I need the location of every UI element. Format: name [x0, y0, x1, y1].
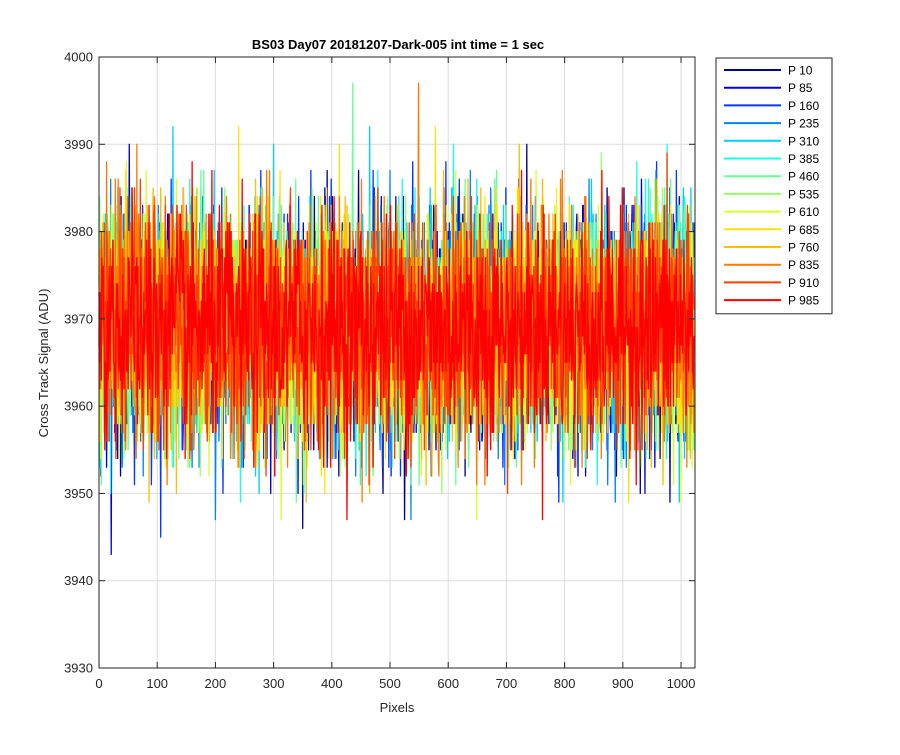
x-tick-label: 200: [205, 676, 227, 691]
y-tick-label: 3930: [64, 661, 93, 676]
legend-label: P 10: [788, 64, 813, 78]
legend-label: P 835: [788, 258, 819, 272]
y-tick-label: 3960: [64, 399, 93, 414]
legend-label: P 235: [788, 117, 819, 131]
y-axis-label: Cross Track Signal (ADU): [36, 289, 51, 438]
x-tick-label: 400: [321, 676, 343, 691]
series-line: [98, 161, 695, 521]
legend-label: P 160: [788, 99, 819, 113]
legend-label: P 385: [788, 152, 819, 166]
legend-label: P 685: [788, 223, 819, 237]
x-tick-label: 800: [554, 676, 576, 691]
x-tick-label: 900: [612, 676, 634, 691]
plot-series: [98, 82, 696, 556]
x-tick-label: 300: [263, 676, 285, 691]
plot-frame: [98, 56, 696, 669]
axes: 0 100 200 300 400 500 600 700 800 900 1000 3930 3940…: [64, 50, 696, 691]
legend-label: P 610: [788, 205, 819, 219]
y-tick-label: 3980: [64, 224, 93, 239]
y-tick-label: 3970: [64, 311, 93, 326]
chart-title: BS03 Day07 20181207-Dark-005 int time = …: [252, 37, 544, 52]
legend-label: P 310: [788, 134, 819, 148]
x-tick-label: 500: [379, 676, 401, 691]
legend: P 10 P 85 P 160 P 235 P 310 P 385 P 460 P 535 P …: [715, 57, 833, 315]
legend-label: P 910: [788, 276, 819, 290]
y-tick-label: 3990: [64, 137, 93, 152]
x-tick-label: 1000: [667, 676, 696, 691]
legend-label: P 760: [788, 241, 819, 255]
legend-label: P 85: [788, 81, 813, 95]
legend-label: P 985: [788, 294, 819, 308]
legend-label: P 535: [788, 187, 819, 201]
y-tick-label: 3950: [64, 486, 93, 501]
x-tick-label: 600: [437, 676, 459, 691]
x-tick-label: 700: [496, 676, 518, 691]
y-tick-label: 4000: [64, 50, 93, 65]
x-axis-label: Pixels: [380, 700, 415, 715]
legend-box: [715, 57, 833, 315]
x-tick-label: 100: [146, 676, 168, 691]
y-tick-label: 3940: [64, 573, 93, 588]
x-tick-label: 0: [95, 676, 102, 691]
legend-label: P 460: [788, 170, 819, 184]
